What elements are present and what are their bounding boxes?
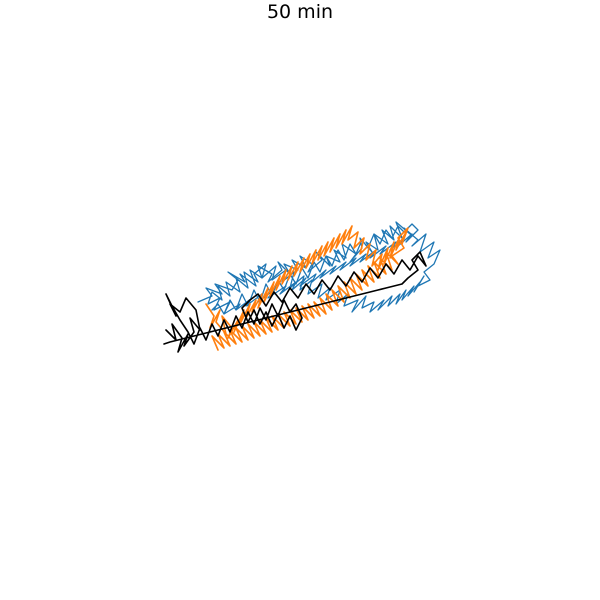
series-line-2 (205, 225, 409, 351)
series-line-1 (197, 221, 441, 315)
chart-title: 50 min (266, 1, 334, 23)
series-line-3 (163, 251, 427, 353)
